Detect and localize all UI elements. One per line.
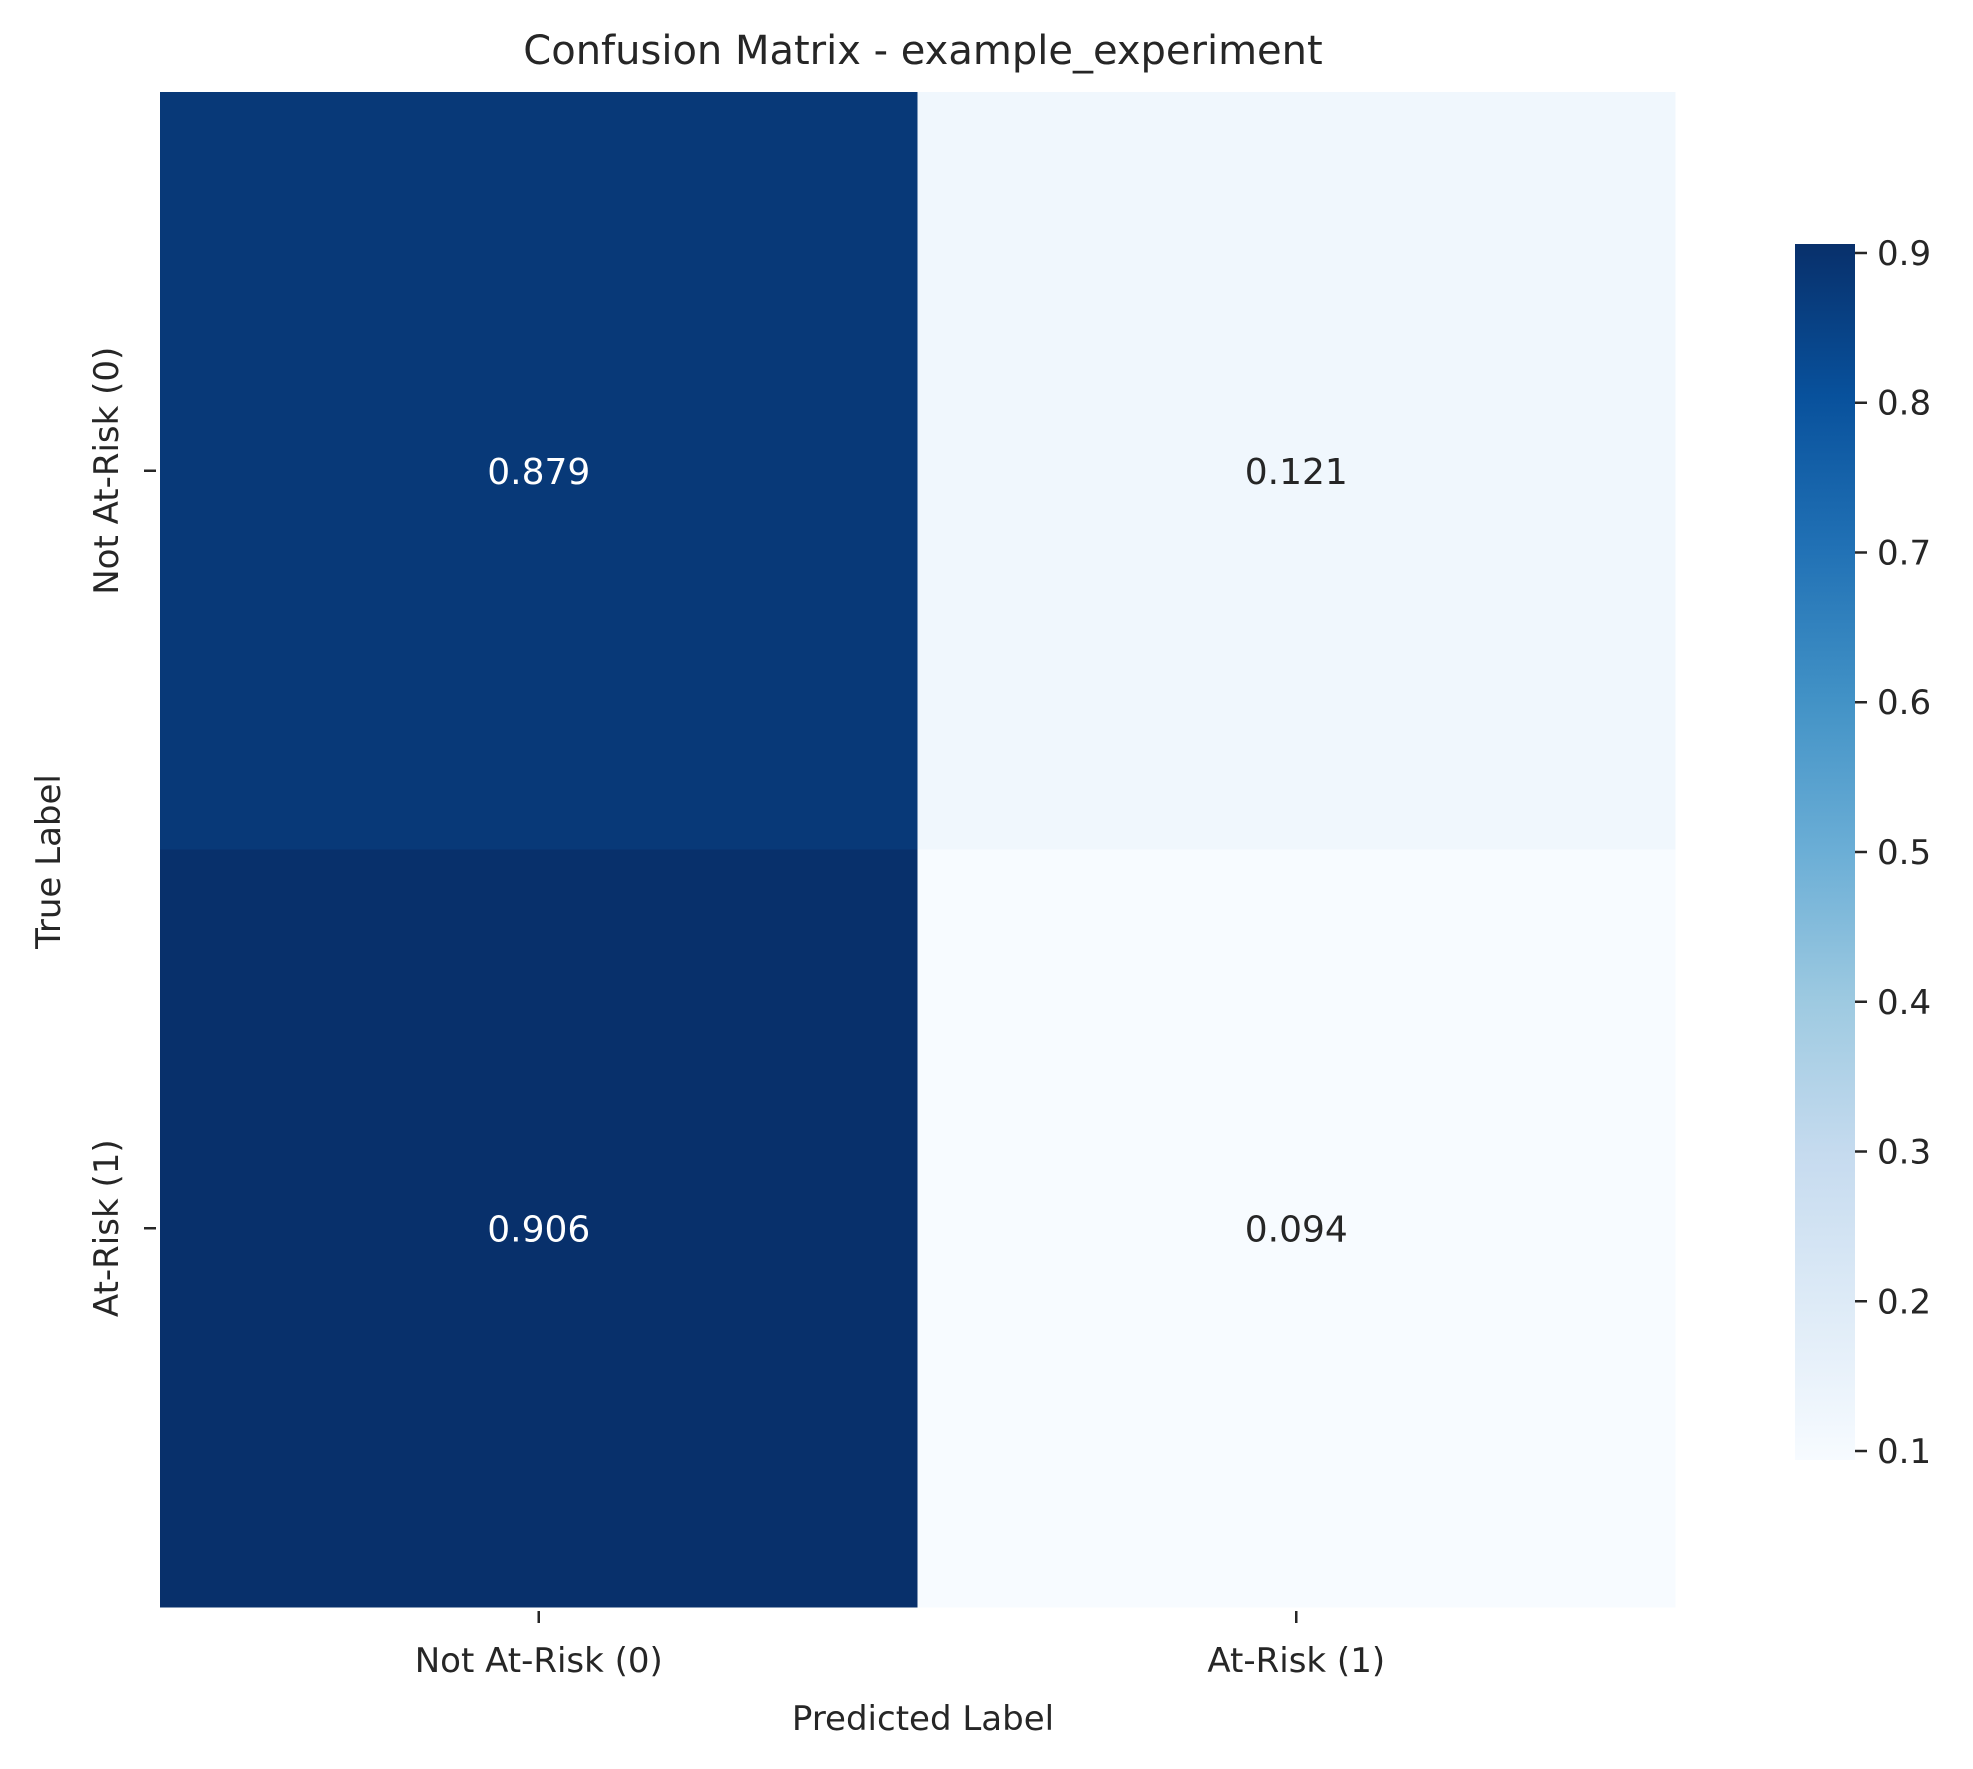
x-axis-label: Predicted Label (792, 1699, 1054, 1739)
heatmap-cells (160, 92, 1676, 1608)
cell-value-r0-c1: 0.121 (1245, 452, 1348, 493)
colorbar-tick-label-3: 0.4 (1877, 983, 1931, 1023)
x-axis: Not At-Risk (0) At-Risk (1) (415, 1611, 1385, 1681)
colorbar-tick-label-4: 0.5 (1877, 833, 1931, 873)
x-tick-label-0: Not At-Risk (0) (415, 1641, 663, 1681)
cell-value-r0-c0: 0.879 (487, 452, 590, 493)
chart-title: Confusion Matrix - example_experiment (523, 28, 1322, 74)
colorbar-tick-label-1: 0.2 (1877, 1282, 1931, 1322)
colorbar-tick-label-7: 0.8 (1877, 384, 1931, 424)
colorbar-gradient (1795, 244, 1855, 1460)
y-tick-label-0: Not At-Risk (0) (87, 347, 127, 595)
colorbar-tick-label-0: 0.1 (1877, 1432, 1931, 1472)
x-tick-label-1: At-Risk (1) (1207, 1641, 1385, 1681)
y-axis-label: True Label (29, 774, 69, 950)
y-tick-label-1: At-Risk (1) (87, 1139, 127, 1317)
y-axis: Not At-Risk (0) At-Risk (1) (87, 347, 156, 1317)
heatmap-cell-r0-c1 (917, 92, 1676, 850)
heatmap-cell-r0-c0 (160, 92, 918, 850)
cell-value-labels: 0.879 0.121 0.906 0.094 (487, 452, 1348, 1251)
colorbar-tick-label-2: 0.3 (1877, 1133, 1931, 1173)
colorbar-tick-label-6: 0.7 (1877, 533, 1931, 573)
heatmap-cell-r1-c0 (160, 849, 918, 1608)
cell-value-r1-c1: 0.094 (1245, 1209, 1348, 1250)
heatmap-cell-r1-c1 (917, 849, 1676, 1608)
colorbar-tick-label-8: 0.9 (1877, 234, 1931, 274)
cell-value-r1-c0: 0.906 (487, 1209, 590, 1250)
colorbar: 0.1 0.2 0.3 0.4 0.5 0.6 0.7 0.8 0.9 (1795, 234, 1931, 1472)
colorbar-tick-label-5: 0.6 (1877, 683, 1931, 723)
colorbar-ticks: 0.1 0.2 0.3 0.4 0.5 0.6 0.7 0.8 0.9 (1855, 234, 1931, 1472)
